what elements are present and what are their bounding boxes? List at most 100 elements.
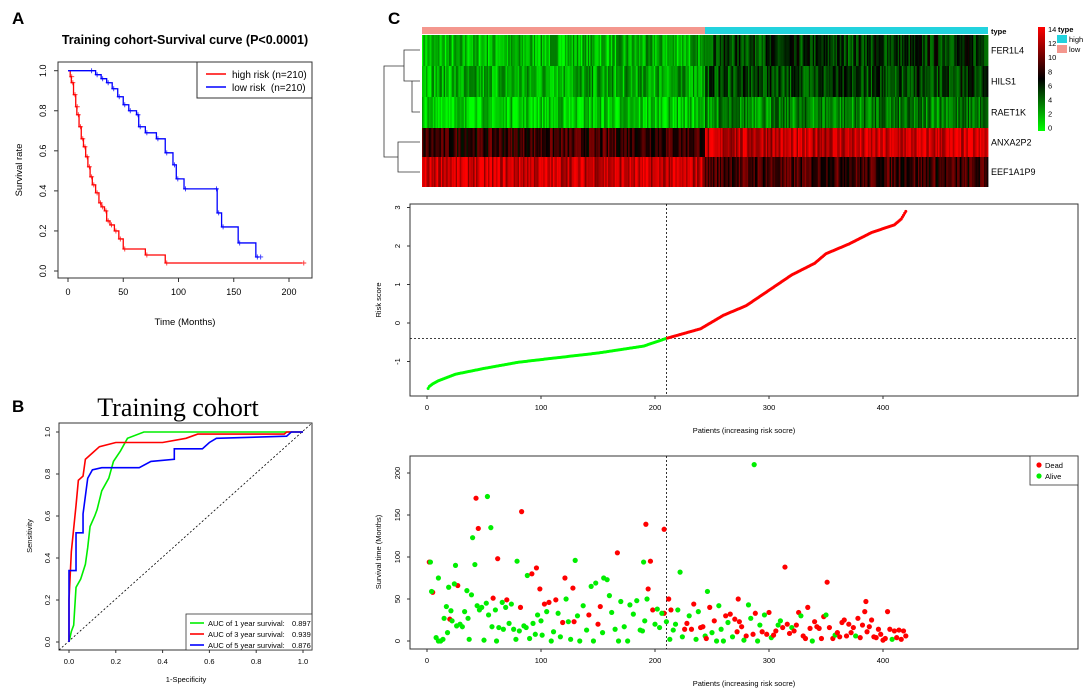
heatmap-cell: [636, 35, 639, 66]
heatmap-cell: [787, 66, 789, 97]
heatmap-cell: [430, 157, 432, 187]
censor-mark: [108, 222, 114, 228]
heatmap-cell: [656, 66, 659, 97]
heatmap-cell: [907, 128, 909, 157]
heatmap-cell: [771, 128, 773, 157]
heatmap-cell: [453, 128, 455, 157]
heatmap-cell: [847, 157, 850, 187]
heatmap-cell: [494, 97, 497, 128]
y-tick-label: -1: [393, 358, 402, 365]
dead-patient-point: [546, 599, 552, 605]
dead-patient-point: [732, 616, 738, 622]
heatmap-cell: [606, 35, 609, 66]
heatmap-cell: [614, 128, 617, 157]
heatmap-cell: [729, 35, 732, 66]
heatmap-cell: [872, 35, 874, 66]
heatmap-cell: [692, 35, 695, 66]
heatmap-cell: [481, 66, 484, 97]
heatmap-cell: [665, 157, 668, 187]
heatmap-cell: [977, 97, 979, 128]
heatmap-cell: [874, 128, 877, 157]
heatmap-cell: [958, 66, 961, 97]
heatmap-cell: [741, 128, 744, 157]
heatmap-cell: [504, 35, 506, 66]
heatmap-cell: [769, 97, 772, 128]
heatmap-cell: [679, 128, 682, 157]
heatmap-cell: [519, 157, 521, 187]
heatmap-cell: [765, 128, 768, 157]
dead-patient-point: [739, 624, 745, 630]
heatmap-cell: [552, 66, 555, 97]
heatmap-cell: [846, 157, 849, 187]
heatmap-cell: [574, 128, 577, 157]
alive-patient-point: [621, 624, 627, 630]
censor-mark: [97, 200, 103, 206]
heatmap-cell: [971, 66, 974, 97]
heatmap-cell: [595, 35, 598, 66]
heatmap-cell: [566, 66, 568, 97]
heatmap-cell: [457, 97, 459, 128]
heatmap-cell: [908, 128, 911, 157]
heatmap-cell: [936, 35, 939, 66]
heatmap-cell: [488, 128, 490, 157]
heatmap-cell: [800, 66, 803, 97]
heatmap-cell: [970, 97, 973, 128]
heatmap-cell: [438, 128, 440, 157]
heatmap-cell: [947, 66, 950, 97]
heatmap-cell: [985, 66, 988, 97]
heatmap-cell: [837, 157, 839, 187]
color-scale-tick-label: 0: [1048, 124, 1052, 133]
censor-mark: [135, 112, 141, 118]
heatmap-cell: [544, 97, 547, 128]
alive-patient-point: [530, 620, 536, 626]
heatmap-cell: [916, 128, 919, 157]
y-tick-label: 0.6: [43, 511, 52, 521]
alive-patient-point: [675, 607, 681, 613]
heatmap-cell: [924, 35, 927, 66]
heatmap-cell: [830, 35, 833, 66]
heatmap-cell: [633, 97, 636, 128]
heatmap-cell: [479, 128, 482, 157]
heatmap-cell: [665, 97, 668, 128]
heatmap-cell: [904, 97, 907, 128]
heatmap-cell: [470, 128, 473, 157]
heatmap-cell: [897, 35, 900, 66]
heatmap-cell: [713, 97, 715, 128]
heatmap-cell: [866, 97, 869, 128]
x-tick-label: 200: [649, 656, 662, 665]
heatmap-cell: [453, 66, 455, 97]
heatmap-cell: [657, 128, 660, 157]
heatmap-cell: [963, 157, 966, 187]
heatmap-cell: [687, 157, 690, 187]
heatmap-cell: [978, 35, 981, 66]
heatmap-cell: [492, 97, 494, 128]
heatmap-cell: [855, 35, 858, 66]
heatmap-cell: [800, 157, 803, 187]
heatmap-cell: [678, 157, 680, 187]
heatmap-cell: [595, 157, 598, 187]
alive-patient-point: [751, 462, 757, 468]
alive-patient-point: [443, 603, 449, 610]
heatmap-cell: [943, 66, 946, 97]
heatmap-cell: [950, 97, 953, 128]
heatmap-cell: [661, 97, 664, 128]
heatmap-cell: [439, 157, 442, 187]
heatmap-cell: [587, 66, 590, 97]
heatmap-cell: [872, 66, 874, 97]
heatmap-cell: [792, 35, 795, 66]
dead-patient-point: [650, 607, 656, 613]
heatmap-cell: [942, 35, 944, 66]
heatmap-cell: [815, 97, 818, 128]
heatmap-cell: [936, 157, 939, 187]
heatmap-cell: [785, 128, 788, 157]
heatmap-cell: [457, 157, 459, 187]
heatmap-cell: [948, 157, 951, 187]
heatmap-cell: [775, 66, 777, 97]
heatmap-cell: [657, 35, 660, 66]
heatmap-cell: [858, 66, 861, 97]
heatmap-cell: [533, 128, 536, 157]
heatmap-cell: [846, 97, 849, 128]
x-tick-label: 300: [763, 403, 776, 412]
heatmap-cell: [516, 35, 519, 66]
